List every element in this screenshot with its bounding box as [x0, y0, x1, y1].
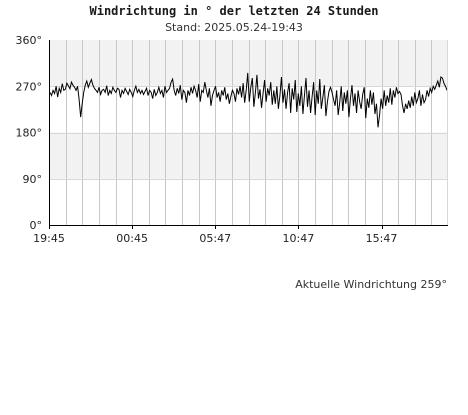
chart-title: Windrichtung in ° der letzten 24 Stunden	[89, 4, 379, 18]
y-tick-labels: 0° 90° 180° 270° 360°	[16, 34, 43, 232]
current-direction-label: Aktuelle Windrichtung 259°	[295, 278, 447, 291]
background-band	[49, 178, 448, 225]
y-tick-label: 0°	[30, 219, 43, 232]
wind-direction-line	[49, 72, 448, 128]
background-band	[49, 132, 448, 179]
y-tick-label: 270°	[16, 80, 43, 93]
chart-subtitle: Stand: 2025.05.24-19:43	[165, 21, 303, 34]
x-tick-label: 05:47	[199, 232, 231, 245]
y-tick-label: 180°	[16, 127, 43, 140]
x-tick-label: 10:47	[283, 232, 315, 245]
vertical-grid	[66, 40, 432, 225]
axes	[49, 40, 448, 226]
x-tick-label: 19:45	[33, 232, 65, 245]
x-tick-labels: 19:45 00:45 05:47 10:47 15:47	[33, 225, 397, 245]
background-bands	[49, 40, 448, 225]
wind-direction-chart: 0° 90° 180° 270° 360° 19:45 00:45 05:47 10:47 15…	[16, 34, 448, 245]
x-tick-label: 15:47	[366, 232, 398, 245]
y-tick-label: 360°	[16, 34, 43, 47]
x-tick-label: 00:45	[116, 232, 148, 245]
y-tick-label: 90°	[23, 173, 43, 186]
